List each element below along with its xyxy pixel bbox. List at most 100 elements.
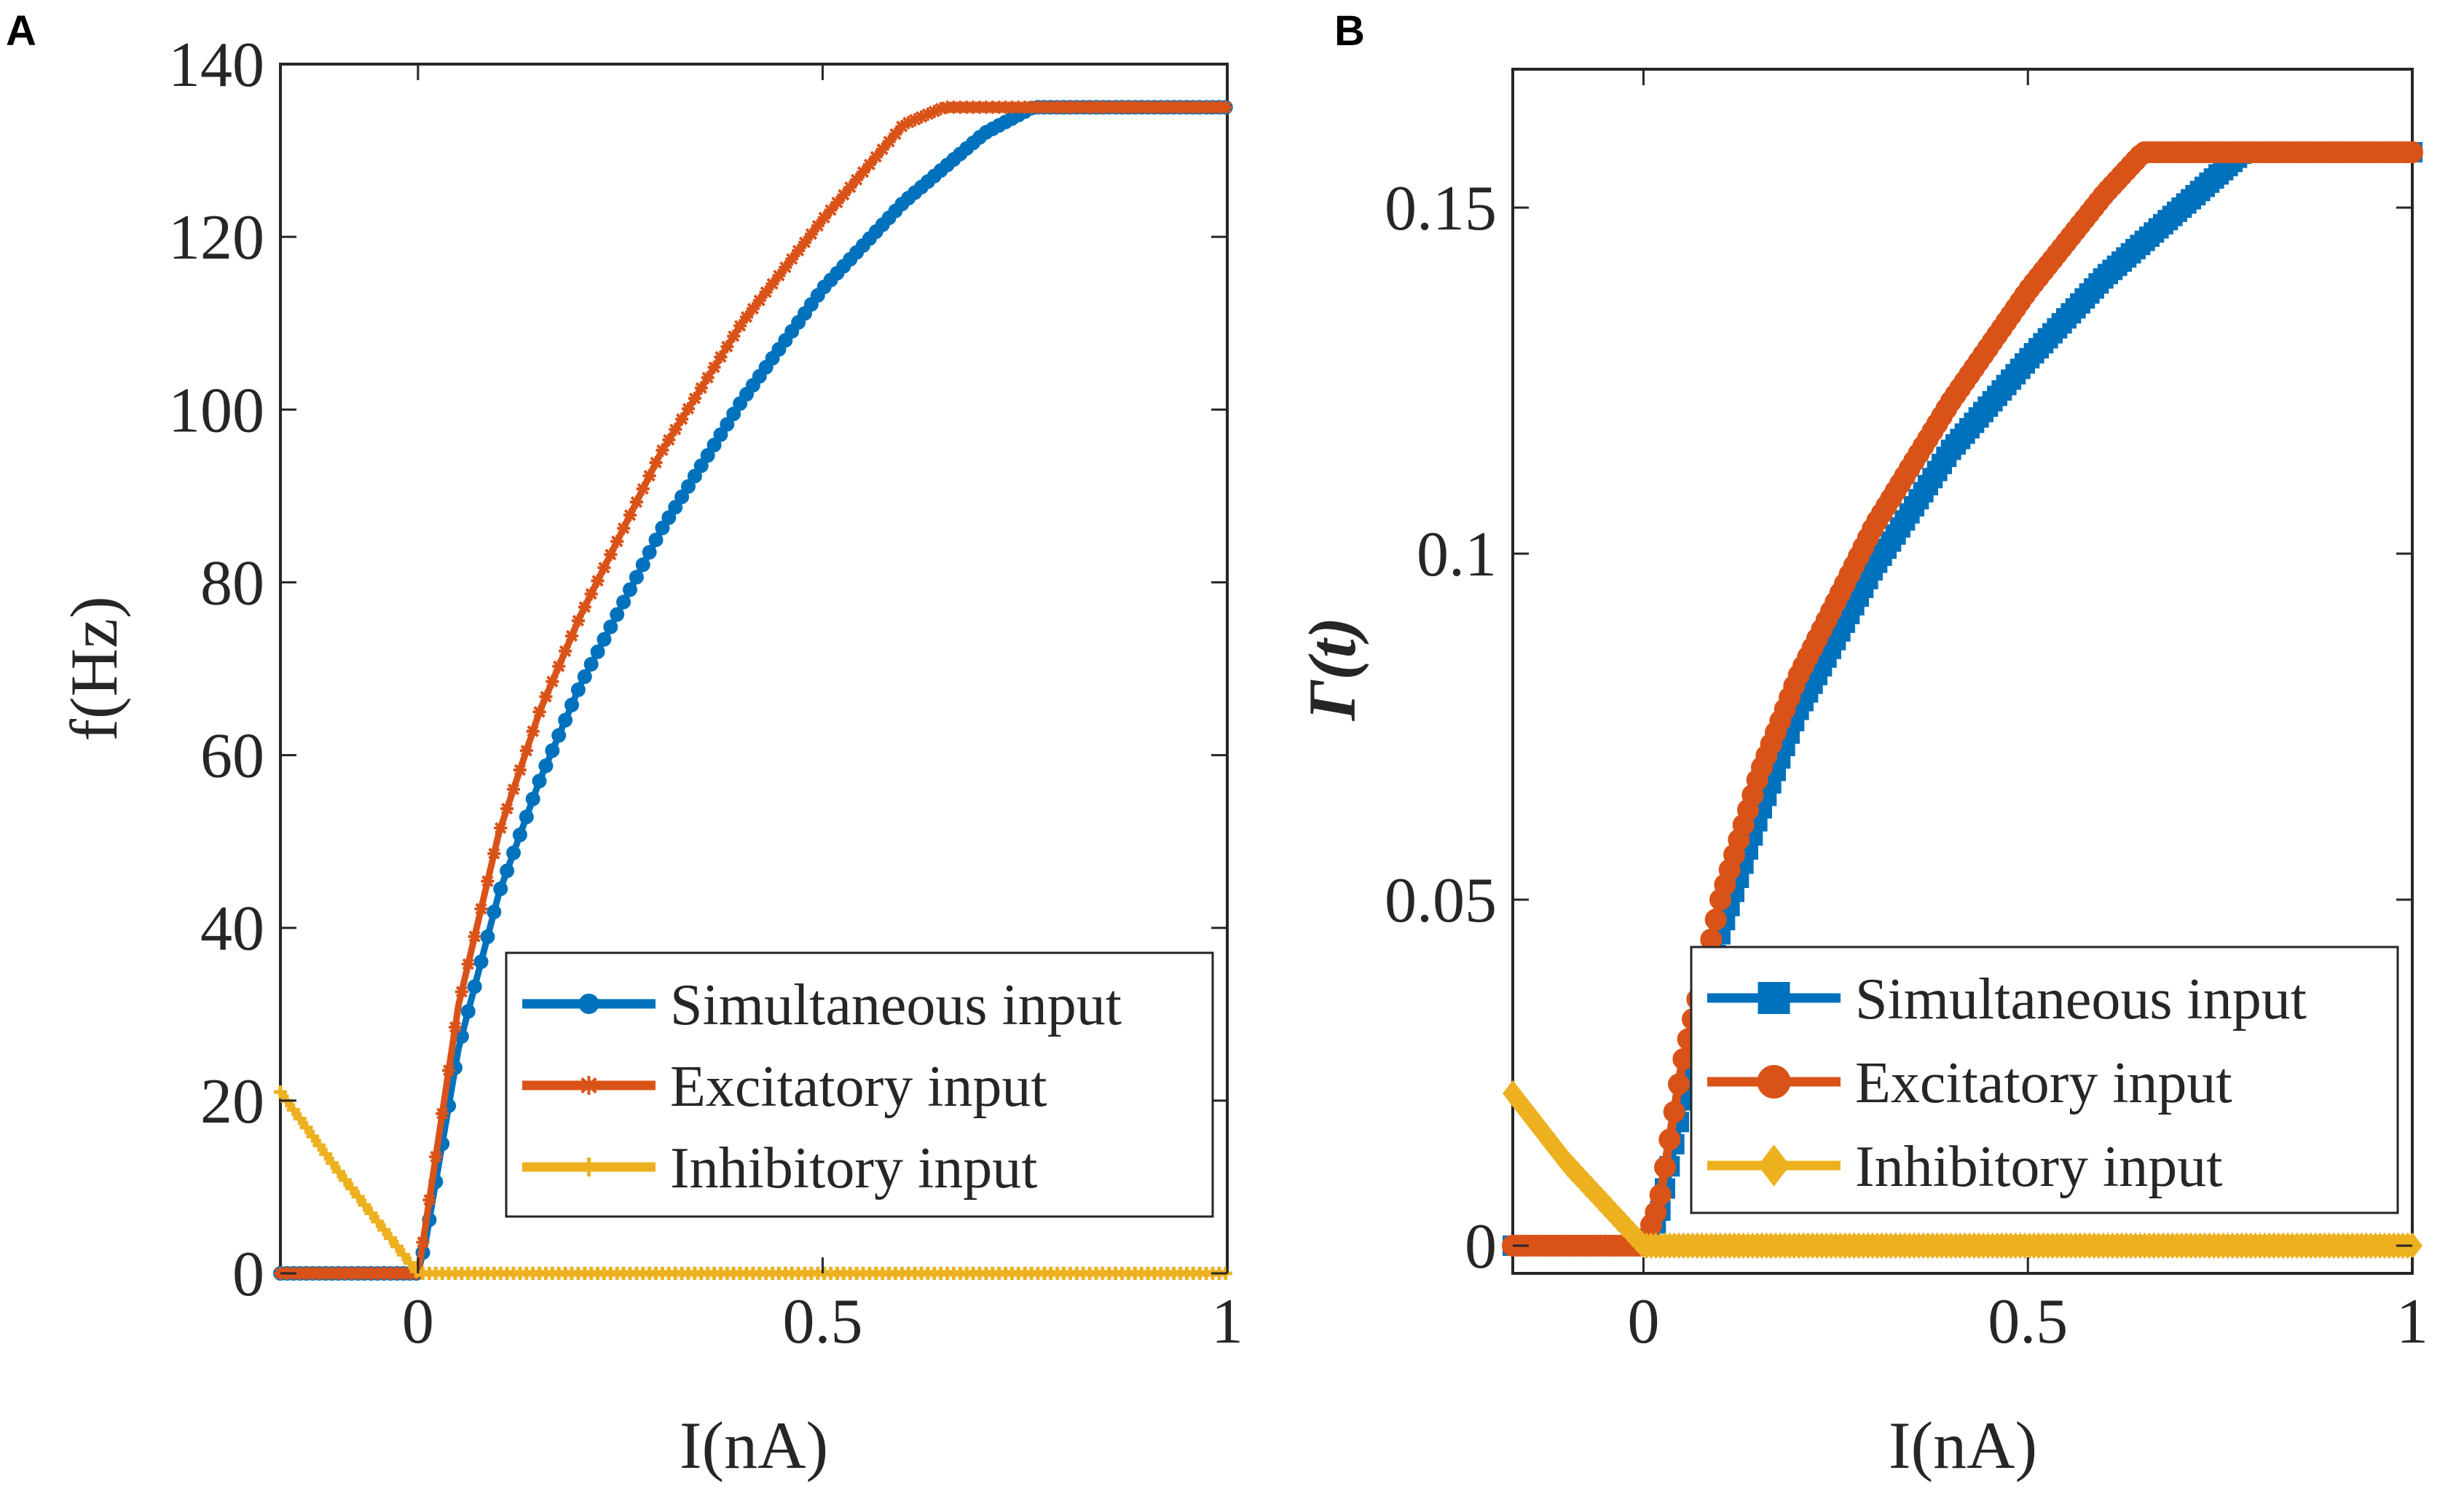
legend-marker-b-2: [1758, 1144, 1790, 1187]
data-point-a-0: [570, 682, 586, 697]
data-point-a-0: [500, 863, 515, 879]
y-tick-label-a: 100: [168, 375, 264, 446]
data-point-a-1: [649, 456, 663, 470]
data-point-a-2: [332, 1165, 345, 1179]
x-tick-label-b: 0.5: [1988, 1286, 2068, 1357]
data-point-a-1: [740, 310, 753, 324]
data-point-a-1: [837, 188, 851, 202]
data-point-a-2: [377, 1223, 391, 1237]
data-point-a-1: [902, 116, 916, 130]
data-point-a-1: [597, 561, 611, 575]
data-point-a-1: [830, 195, 844, 209]
data-point-a-0: [661, 510, 677, 525]
data-point-a-2: [274, 1085, 287, 1099]
data-point-a-0: [668, 500, 683, 515]
x-tick-label-a: 0: [402, 1286, 434, 1357]
data-point-a-0: [706, 437, 722, 452]
data-point-a-0: [551, 728, 567, 743]
x-tick-label-a: 0.5: [782, 1286, 862, 1357]
data-point-a-1: [604, 548, 618, 562]
series-group-a: [273, 100, 1233, 1281]
data-point-a-0: [597, 632, 612, 647]
data-point-b-1: [1663, 1101, 1685, 1123]
legend-marker-b-1: [1757, 1065, 1791, 1099]
data-point-a-1: [759, 286, 773, 299]
data-point-a-1: [824, 203, 838, 217]
legend-marker-a-0: [578, 994, 599, 1014]
x-tick-label-b: 0: [1627, 1286, 1659, 1357]
data-point-a-1: [656, 444, 669, 457]
data-point-a-0: [603, 619, 618, 634]
legend-b: Simultaneous input Excitatory input Inhibi…: [1690, 946, 2399, 1214]
data-point-a-1: [642, 469, 656, 483]
data-point-a-1: [507, 782, 520, 796]
data-point-a-1: [733, 319, 747, 333]
legend-a: Simultaneous input Excitatory input Inhibi…: [505, 951, 1214, 1218]
data-point-a-1: [875, 142, 889, 156]
data-point-a-2: [319, 1147, 333, 1161]
data-point-a-1: [688, 391, 701, 405]
y-axis-label-b: Γ(t): [1295, 617, 1369, 721]
data-point-a-0: [629, 570, 644, 585]
y-axis-label-a: f(Hz): [57, 596, 131, 741]
data-point-a-1: [921, 107, 934, 121]
data-point-a-1: [519, 744, 533, 758]
data-point-a-1: [449, 1021, 462, 1034]
data-point-a-1: [532, 705, 546, 719]
data-point-a-1: [468, 930, 481, 943]
y-tick-label-a: 60: [200, 721, 264, 792]
y-tick-label-a: 140: [168, 30, 264, 101]
data-point-a-1: [487, 846, 501, 860]
legend-entries-b: Simultaneous input Excitatory input Inhibi…: [1707, 967, 2307, 1199]
data-point-a-0: [687, 468, 702, 484]
data-point-a-0: [700, 448, 715, 463]
data-point-a-0: [590, 644, 605, 659]
data-point-a-1: [720, 339, 734, 353]
data-point-a-1: [908, 113, 922, 127]
data-point-a-1: [500, 802, 514, 816]
data-point-a-0: [545, 743, 560, 758]
legend-marker-a-1: [579, 1076, 599, 1095]
data-point-a-1: [481, 874, 495, 888]
data-point-a-1: [694, 381, 708, 395]
y-tick-label-a: 40: [200, 894, 264, 964]
data-point-a-1: [701, 371, 715, 385]
data-point-a-1: [857, 165, 870, 179]
data-point-a-2: [351, 1190, 365, 1203]
data-point-a-1: [862, 157, 876, 171]
data-point-a-2: [390, 1240, 404, 1254]
data-point-a-1: [850, 173, 864, 186]
y-tick-label-b: 0.15: [1385, 173, 1497, 244]
series-group-b: [1502, 141, 2423, 1260]
data-point-b-1: [1658, 1128, 1681, 1151]
data-point-a-1: [565, 629, 578, 643]
data-point-a-0: [467, 979, 482, 994]
data-point-a-2: [409, 1265, 423, 1278]
data-point-a-1: [895, 119, 909, 133]
series-a-1: [274, 101, 1232, 1280]
y-tick-label-a: 80: [200, 548, 264, 618]
data-point-a-1: [494, 821, 508, 835]
panel-letter-a: A: [6, 7, 36, 55]
data-point-a-0: [493, 881, 508, 897]
series-a-2: [274, 1085, 1232, 1280]
y-tick-label-b: 0.05: [1385, 865, 1497, 936]
data-point-a-2: [326, 1156, 339, 1170]
legend-label-a-1: Excitatory input: [670, 1055, 1047, 1119]
data-point-a-1: [682, 402, 695, 416]
data-point-a-1: [636, 482, 650, 496]
data-point-a-0: [693, 458, 709, 474]
data-point-a-1: [927, 104, 941, 118]
y-tick-label-b: 0.1: [1417, 519, 1497, 590]
data-point-a-2: [358, 1198, 371, 1212]
data-point-a-1: [610, 535, 624, 549]
data-point-a-1: [513, 763, 527, 777]
legend-entries-a: Simultaneous input Excitatory input Inhibi…: [522, 973, 1122, 1201]
data-point-a-1: [817, 211, 831, 224]
data-point-a-1: [915, 110, 928, 124]
data-point-a-0: [512, 828, 527, 843]
data-point-a-0: [577, 669, 592, 684]
y-tick-label-a: 0: [232, 1239, 264, 1310]
data-point-a-0: [532, 774, 547, 789]
